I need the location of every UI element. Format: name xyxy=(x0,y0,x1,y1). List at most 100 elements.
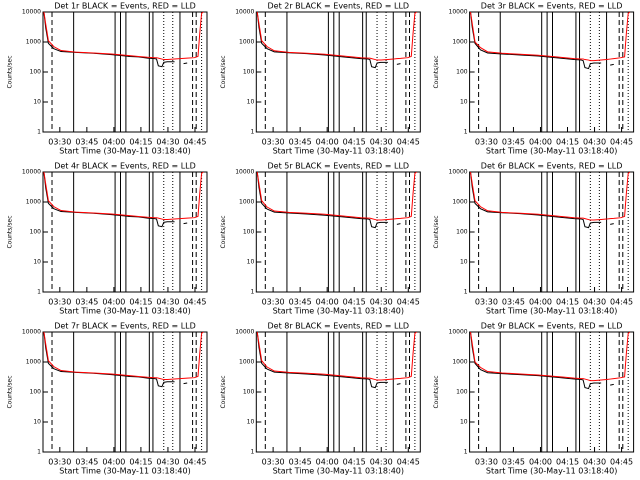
y-tick-label: 10 xyxy=(460,259,468,266)
y-tick-label: 100 xyxy=(30,229,42,236)
y-tick-label: 10000 xyxy=(449,329,468,336)
x-tick-label: 04:00 xyxy=(316,138,339,147)
x-tick-label: 04:00 xyxy=(102,138,125,147)
x-tick-label: 03:30 xyxy=(48,458,71,467)
x-tick-label: 03:45 xyxy=(502,138,525,147)
chart-title: Det 2r BLACK = Events, RED = LLD xyxy=(268,2,410,11)
x-tick-label: 04:45 xyxy=(610,138,633,147)
y-tick-label: 1 xyxy=(250,449,254,456)
panel: Det 7r BLACK = Events, RED = LLD 1 10 100 10… xyxy=(7,322,208,476)
y-tick-label: 10000 xyxy=(235,169,254,176)
x-tick-label: 04:00 xyxy=(529,298,552,307)
series-line xyxy=(470,12,631,62)
chart-title: Det 5r BLACK = Events, RED = LLD xyxy=(268,162,410,171)
series-line xyxy=(256,172,418,221)
x-tick-label: 03:30 xyxy=(475,298,498,307)
y-tick-label: 100 xyxy=(30,69,42,76)
x-tick-label: 04:30 xyxy=(156,458,179,467)
plot-area xyxy=(470,172,631,292)
y-tick-label: 1000 xyxy=(452,199,467,206)
x-tick-label: 03:45 xyxy=(289,298,312,307)
series-line xyxy=(43,332,188,388)
y-tick-label: 10 xyxy=(460,99,468,106)
y-tick-label: 10 xyxy=(33,259,41,266)
plot-area xyxy=(470,332,631,452)
x-tick-label: 03:30 xyxy=(262,138,285,147)
x-tick-label: 04:00 xyxy=(316,458,339,467)
y-tick-label: 10000 xyxy=(22,329,41,336)
series-line xyxy=(256,172,401,229)
x-tick-label: 04:30 xyxy=(583,458,606,467)
y-tick-label: 10 xyxy=(33,99,41,106)
series-line xyxy=(256,12,418,61)
y-tick-label: 100 xyxy=(30,389,42,396)
x-tick-label: 04:00 xyxy=(316,298,339,307)
x-tick-label: 03:45 xyxy=(289,458,312,467)
x-tick-label: 04:00 xyxy=(102,458,125,467)
y-tick-label: 1000 xyxy=(239,359,254,366)
x-tick-label: 03:45 xyxy=(75,138,98,147)
series-line xyxy=(43,12,188,68)
x-axis-label: Start Time (30-May-11 03:18:40) xyxy=(273,307,404,316)
x-tick-label: 03:30 xyxy=(48,138,71,147)
series-line xyxy=(43,332,204,381)
series-line xyxy=(470,332,614,390)
series-line xyxy=(470,172,614,229)
chart-title: Det 4r BLACK = Events, RED = LLD xyxy=(54,162,196,171)
x-axis-label: Start Time (30-May-11 03:18:40) xyxy=(273,147,404,156)
x-tick-label: 04:15 xyxy=(129,138,152,147)
chart-title: Det 7r BLACK = Events, RED = LLD xyxy=(54,322,196,331)
y-tick-label: 100 xyxy=(456,389,468,396)
x-tick-label: 03:30 xyxy=(475,458,498,467)
y-tick-label: 10000 xyxy=(449,9,468,16)
series-line xyxy=(43,12,204,61)
x-tick-label: 03:30 xyxy=(262,298,285,307)
y-tick-label: 10 xyxy=(247,99,255,106)
y-axis-label: Counts/sec xyxy=(7,55,14,88)
x-axis-label: Start Time (30-May-11 03:18:40) xyxy=(486,467,617,476)
y-axis-label: Counts/sec xyxy=(220,215,227,248)
x-tick-label: 04:45 xyxy=(397,458,420,467)
plot-frame xyxy=(255,171,421,293)
y-tick-label: 10 xyxy=(33,419,41,426)
x-tick-label: 04:30 xyxy=(583,298,606,307)
x-axis-label: Start Time (30-May-11 03:18:40) xyxy=(59,467,190,476)
y-tick-label: 1000 xyxy=(26,199,41,206)
y-axis-label: Counts/sec xyxy=(433,215,440,248)
y-tick-label: 1000 xyxy=(452,39,467,46)
y-tick-label: 10000 xyxy=(235,329,254,336)
plot-area xyxy=(43,332,204,452)
y-tick-label: 1 xyxy=(464,449,468,456)
y-axis-label: Counts/sec xyxy=(7,215,14,248)
x-tick-label: 03:30 xyxy=(262,458,285,467)
panel: Det 2r BLACK = Events, RED = LLD 1 10 100 10… xyxy=(220,2,421,156)
series-line xyxy=(470,12,614,70)
y-tick-label: 10000 xyxy=(22,169,41,176)
y-tick-label: 1000 xyxy=(239,39,254,46)
x-axis-label: Start Time (30-May-11 03:18:40) xyxy=(486,147,617,156)
plot-area xyxy=(43,172,204,292)
panel: Det 3r BLACK = Events, RED = LLD 1 10 100 10… xyxy=(433,2,635,156)
plot-area xyxy=(43,12,204,132)
chart-title: Det 8r BLACK = Events, RED = LLD xyxy=(268,322,410,331)
y-axis-label: Counts/sec xyxy=(220,55,227,88)
y-tick-label: 10000 xyxy=(22,9,41,16)
x-tick-label: 04:30 xyxy=(156,138,179,147)
y-tick-label: 1 xyxy=(37,129,41,136)
x-tick-label: 04:30 xyxy=(156,298,179,307)
x-tick-label: 04:30 xyxy=(370,458,393,467)
x-tick-label: 03:45 xyxy=(502,298,525,307)
panel: Det 8r BLACK = Events, RED = LLD 1 10 100 10… xyxy=(220,322,421,476)
y-tick-label: 100 xyxy=(243,229,255,236)
x-tick-label: 04:45 xyxy=(397,298,420,307)
x-tick-label: 04:15 xyxy=(129,458,152,467)
x-tick-label: 04:15 xyxy=(556,458,579,467)
y-tick-label: 1 xyxy=(250,289,254,296)
x-axis-label: Start Time (30-May-11 03:18:40) xyxy=(273,467,404,476)
chart-title: Det 1r BLACK = Events, RED = LLD xyxy=(54,2,196,11)
chart-title: Det 3r BLACK = Events, RED = LLD xyxy=(481,2,623,11)
plot-area xyxy=(256,12,418,132)
panel: Det 1r BLACK = Events, RED = LLD 1 10 100 10… xyxy=(7,2,208,156)
x-tick-label: 03:45 xyxy=(502,458,525,467)
